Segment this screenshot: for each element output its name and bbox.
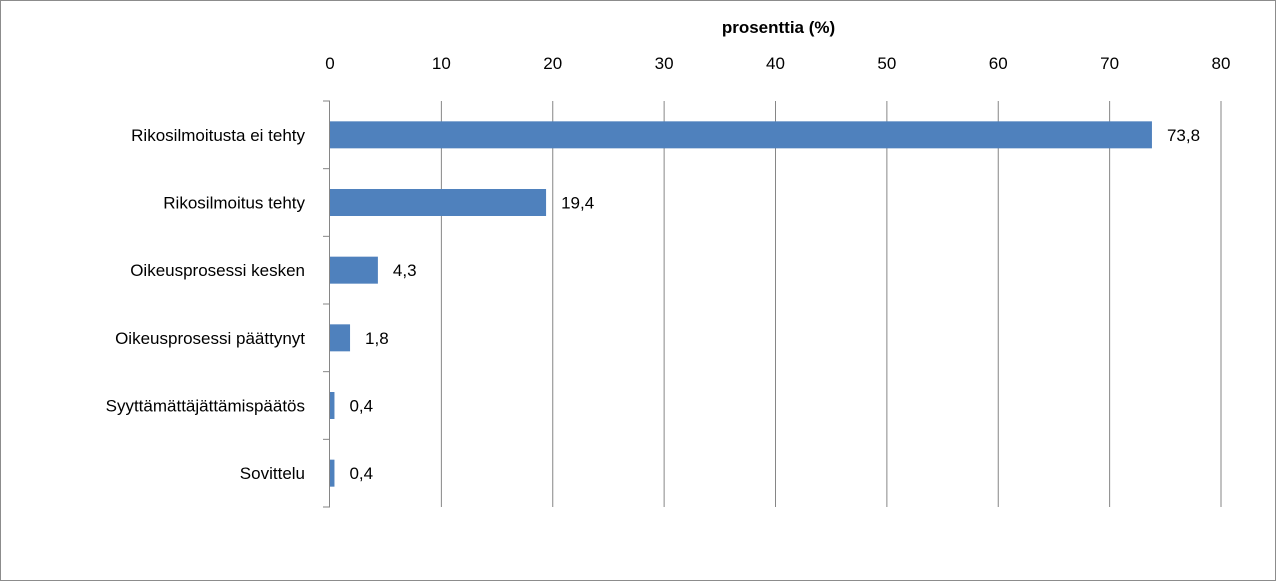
- data-label: 0,4: [349, 397, 373, 416]
- category-label: Rikosilmoitus tehty: [163, 194, 305, 213]
- data-label: 4,3: [393, 261, 417, 280]
- category-label: Oikeusprosessi päättynyt: [115, 329, 305, 348]
- x-tick-label: 10: [432, 54, 451, 73]
- gridlines: [440, 101, 1222, 507]
- category-label: Sovittelu: [240, 464, 305, 483]
- x-axis-title: prosenttia (%): [722, 18, 835, 37]
- x-tick-label: 70: [1100, 54, 1119, 73]
- category-label: Oikeusprosessi kesken: [130, 261, 305, 280]
- data-label: 73,8: [1167, 126, 1200, 145]
- bars: [330, 121, 1152, 487]
- bar: [330, 324, 351, 352]
- category-label: Syyttämättäjättämispäätös: [106, 397, 305, 416]
- x-tick-label: 20: [543, 54, 562, 73]
- bar: [330, 189, 547, 216]
- data-label: 19,4: [561, 194, 594, 213]
- data-label: 1,8: [365, 329, 389, 348]
- bar: [330, 459, 335, 487]
- x-tick-label: 80: [1212, 54, 1231, 73]
- bar: [330, 392, 335, 419]
- x-tick-label: 60: [989, 54, 1008, 73]
- bar: [330, 256, 378, 284]
- category-axis: [323, 100, 330, 508]
- x-tick-label: 40: [766, 54, 785, 73]
- x-tick-label: 30: [655, 54, 674, 73]
- x-tick-labels: 0 10 20 30 40 50 60 70 80: [325, 54, 1230, 73]
- category-labels: Rikosilmoitusta ei tehty Rikosilmoitus te…: [106, 126, 306, 483]
- x-tick-label: 50: [877, 54, 896, 73]
- x-tick-label: 0: [325, 54, 334, 73]
- bar: [330, 121, 1152, 149]
- data-label: 0,4: [349, 464, 373, 483]
- data-labels: 73,8 19,4 4,3 1,8 0,4 0,4: [349, 126, 1200, 483]
- category-label: Rikosilmoitusta ei tehty: [131, 126, 305, 145]
